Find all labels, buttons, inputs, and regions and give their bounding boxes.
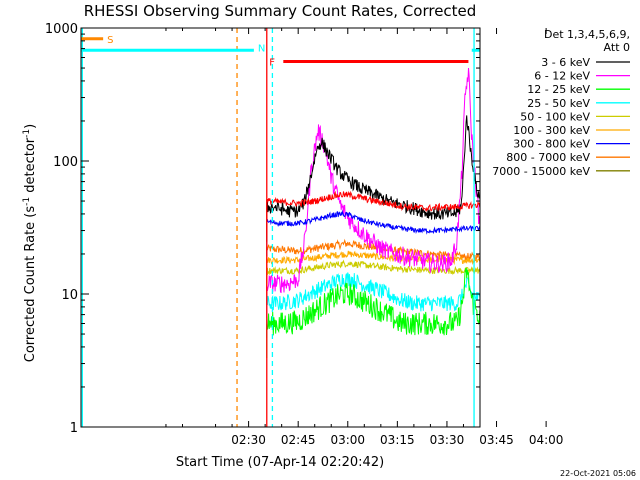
y-axis-label: Corrected Count Rate (s-1 detector-1) [22, 124, 38, 362]
x-tick-label-3: 03:15 [380, 433, 415, 447]
footer-timestamp: 22-Oct-2021 05:06 [560, 469, 636, 478]
y-axis-label-sup1: -1 [22, 197, 32, 206]
legend-label-1: 6 - 12 keV [534, 70, 590, 83]
y-tick-label-2: 100 [53, 155, 78, 170]
legend-label-6: 300 - 800 keV [513, 138, 590, 151]
legend-header-line-2: Att 0 [604, 41, 630, 54]
legend-label-7: 800 - 7000 keV [506, 151, 590, 164]
series-line-3 [266, 272, 480, 338]
legend-label-4: 50 - 100 keV [520, 110, 590, 123]
legend-label-8: 7000 - 15000 keV [492, 165, 590, 178]
y-tick-label-1: 10 [61, 288, 78, 303]
extra-series-line-20 [266, 190, 480, 236]
plot-frame-layer: 02:30 02:45 03:00 03:15 03:30 03:45 04:00 1 10 10… [45, 22, 564, 447]
y-axis-label-sup2: -1 [22, 129, 32, 138]
legend-label-0: 3 - 6 keV [541, 56, 590, 69]
series-line-2 [266, 267, 480, 358]
y-axis-label-mid: detector [23, 137, 38, 197]
x-tick-label-1: 02:45 [281, 433, 316, 447]
y-tick-label-3: 1000 [45, 22, 78, 37]
y-axis-label-main: Corrected Count Rate (s [23, 206, 38, 363]
flag-label-N: N [258, 43, 265, 54]
legend-label-5: 100 - 300 keV [513, 124, 590, 137]
flag-label-F: F [269, 57, 275, 68]
legend-label-3: 25 - 50 keV [527, 97, 590, 110]
series-line-1 [266, 67, 480, 318]
x-tick-label-4: 03:30 [430, 433, 465, 447]
flag-label-S: S [107, 35, 113, 46]
legend-label-2: 12 - 25 keV [527, 83, 590, 96]
x-tick-label-2: 03:00 [330, 433, 365, 447]
chart-title: RHESSI Observing Summary Count Rates, Co… [84, 2, 477, 20]
x-tick-label-5: 03:45 [479, 433, 514, 447]
plot-markers-layer: S NF [81, 28, 480, 427]
plot-series-layer [266, 67, 480, 358]
plot-frame-box [80, 27, 481, 428]
x-tick-label-6: 04:00 [529, 433, 564, 447]
x-tick-label-0: 02:30 [231, 433, 266, 447]
series-line-4 [266, 259, 480, 306]
y-axis-label-end: ) [23, 124, 38, 129]
series-line-6 [266, 209, 480, 257]
x-axis-label: Start Time (07-Apr-14 02:20:42) [176, 455, 384, 470]
y-tick-label-0: 1 [70, 421, 78, 436]
legend-header-line-1: Det 1,3,4,5,6,9, [544, 28, 630, 41]
